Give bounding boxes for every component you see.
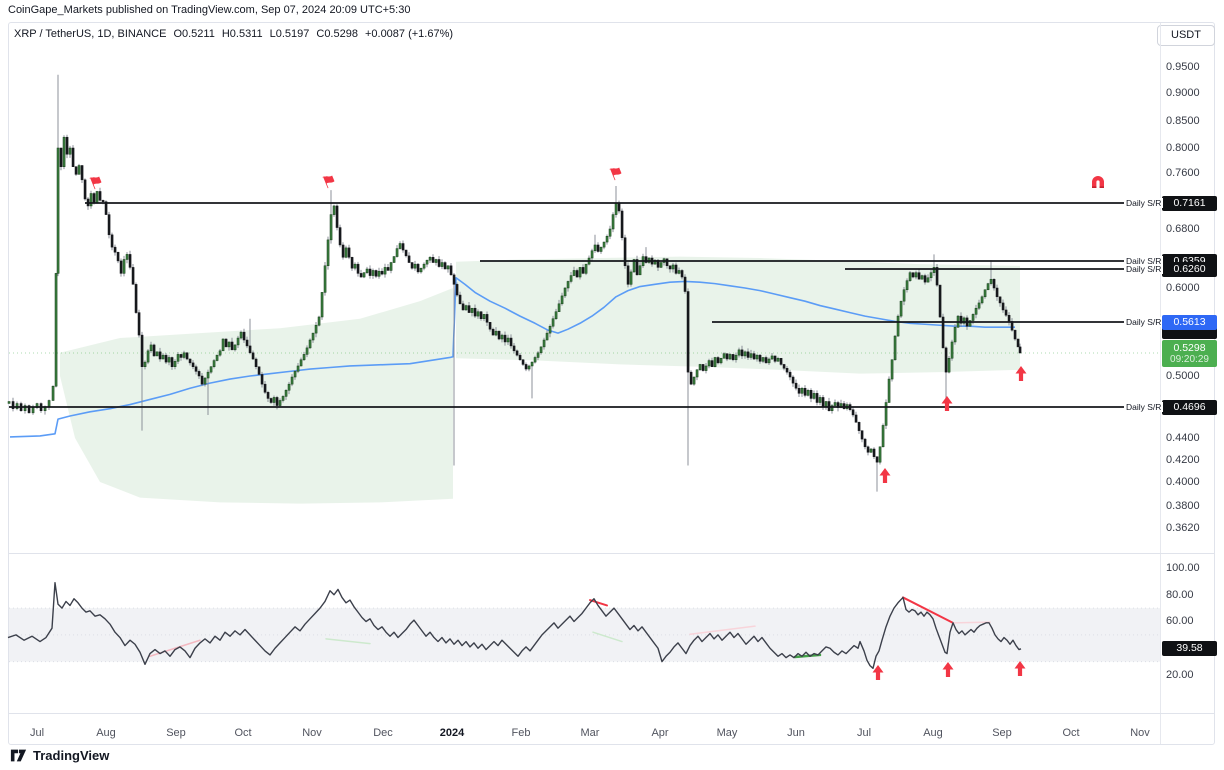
last-price-value: 0.5298 <box>1173 342 1206 354</box>
price-badge-0.7161: 0.7161 <box>1162 196 1217 211</box>
rsi-band <box>9 607 1160 663</box>
price-axis-tick: 0.5000 <box>1166 370 1200 382</box>
time-axis-label: Oct <box>1062 727 1080 739</box>
rsi-axis-tick: 20.00 <box>1166 669 1194 681</box>
magnet-icon[interactable] <box>1092 176 1104 188</box>
time-axis-divider <box>9 713 1215 714</box>
time-axis-label: Aug <box>96 727 116 739</box>
time-axis-label: Oct <box>234 727 252 739</box>
candlestick-series <box>7 74 1022 492</box>
rsi-line <box>7 582 1022 670</box>
pane-divider[interactable] <box>9 553 1215 554</box>
sr-line-label: Daily S/R <box>1124 264 1164 274</box>
rsi-divergence-line[interactable] <box>149 639 201 658</box>
sr-lines[interactable] <box>9 202 1160 408</box>
rsi-axis-tick: 60.00 <box>1166 615 1194 627</box>
time-axis-label: 2024 <box>439 727 465 739</box>
time-axis-label: Jul <box>29 727 45 739</box>
rsi-divergence-line[interactable] <box>592 631 623 643</box>
last-price-badge: 0.5298 09:20:29 <box>1162 340 1217 367</box>
rsi-axis-tick: 80.00 <box>1166 589 1194 601</box>
tradingview-logo-icon <box>10 749 27 762</box>
legend-high: H0.5311 <box>221 28 263 40</box>
time-axis-label: Sep <box>992 727 1012 739</box>
price-badge-0.5613: 0.5613 <box>1162 315 1217 330</box>
time-axis[interactable] <box>9 714 1215 744</box>
price-axis-tick: 0.8000 <box>1166 142 1200 154</box>
legend-open: O0.5211 <box>173 28 215 40</box>
price-axis-tick: 0.6000 <box>1166 282 1200 294</box>
flag-annotation[interactable]: ⚑ <box>606 162 628 186</box>
legend-close: C0.5298 <box>316 28 358 40</box>
legend-change: +0.0087 (+1.67%) <box>364 28 454 40</box>
legend-symbol: XRP / TetherUS, 1D, BINANCE <box>14 28 167 40</box>
price-axis-tick: 0.4400 <box>1166 432 1200 444</box>
price-badge-0.6260: 0.6260 <box>1162 262 1217 277</box>
price-axis-tick: 0.3800 <box>1166 500 1200 512</box>
up-arrow-annotation[interactable] <box>941 396 953 411</box>
rsi-divergence-line[interactable] <box>325 638 371 645</box>
rsi-divergence-line[interactable] <box>793 653 822 659</box>
chart-legend: XRP / TetherUS, 1D, BINANCE O0.5211 H0.531… <box>14 28 460 40</box>
rsi-divergence-line[interactable] <box>952 621 991 624</box>
price-axis-tick: 0.9000 <box>1166 87 1200 99</box>
time-axis-label: Jul <box>856 727 872 739</box>
price-axis-tick: 0.4000 <box>1166 476 1200 488</box>
ma-line <box>9 276 1015 438</box>
price-axis-tick: 0.7600 <box>1166 167 1200 179</box>
time-axis-label: Nov <box>1130 727 1150 739</box>
rsi-axis-tick: 100.00 <box>1166 562 1200 574</box>
rsi-up-arrow-annotation[interactable] <box>942 662 954 677</box>
legend-low: L0.5197 <box>269 28 310 40</box>
rsi-up-arrow-annotation[interactable] <box>1014 661 1026 676</box>
svg-text:⚑: ⚑ <box>606 162 628 186</box>
bar-countdown: 09:20:29 <box>1170 354 1209 365</box>
svg-text:⚑: ⚑ <box>319 170 341 194</box>
rsi-divergence-line[interactable] <box>689 625 756 635</box>
price-axis-tick: 0.6800 <box>1166 223 1200 235</box>
footer: TradingView <box>10 748 109 763</box>
currency-button[interactable]: USDT <box>1157 25 1215 46</box>
time-axis-label: Jun <box>787 727 805 739</box>
flag-annotation[interactable]: ⚑ <box>319 170 341 194</box>
rsi-value-badge: 39.58 <box>1162 641 1217 656</box>
sr-line-label: Daily S/R <box>1124 198 1164 208</box>
rsi-divergence-line[interactable] <box>589 599 608 607</box>
flag-annotation[interactable]: ⚑ <box>86 171 108 195</box>
sr-line-label: Daily S/R <box>1124 256 1164 266</box>
up-arrow-annotation[interactable] <box>879 468 891 483</box>
price-axis-tick: 0.8500 <box>1166 115 1200 127</box>
time-axis-label: Aug <box>923 727 943 739</box>
price-axis-tick: 0.4200 <box>1166 454 1200 466</box>
time-axis-label: May <box>716 727 738 739</box>
price-axis-tick: 0.3620 <box>1166 522 1200 534</box>
time-axis-label: Sep <box>166 727 186 739</box>
price-axis-tick: 0.9500 <box>1166 61 1200 73</box>
svg-text:⚑: ⚑ <box>86 171 108 195</box>
time-axis-label: Nov <box>302 727 322 739</box>
sr-line-label: Daily S/R <box>1124 317 1164 327</box>
time-axis-label: Mar <box>580 727 600 739</box>
attribution-bar: CoinGape_Markets published on TradingVie… <box>8 4 411 16</box>
up-arrow-annotation[interactable] <box>1015 366 1027 381</box>
rsi-up-arrow-annotation[interactable] <box>872 665 884 680</box>
rsi-divergence-line[interactable] <box>902 596 954 624</box>
time-axis-label: Dec <box>373 727 393 739</box>
time-axis-label: Apr <box>651 727 669 739</box>
sr-line-label: Daily S/R <box>1124 402 1164 412</box>
time-axis-label: Feb <box>511 727 531 739</box>
price-axis-separator <box>1160 23 1161 744</box>
tradingview-brand: TradingView <box>33 748 110 763</box>
donchian-cloud <box>60 256 1020 504</box>
price-badge-0.4696: 0.4696 <box>1162 400 1217 415</box>
